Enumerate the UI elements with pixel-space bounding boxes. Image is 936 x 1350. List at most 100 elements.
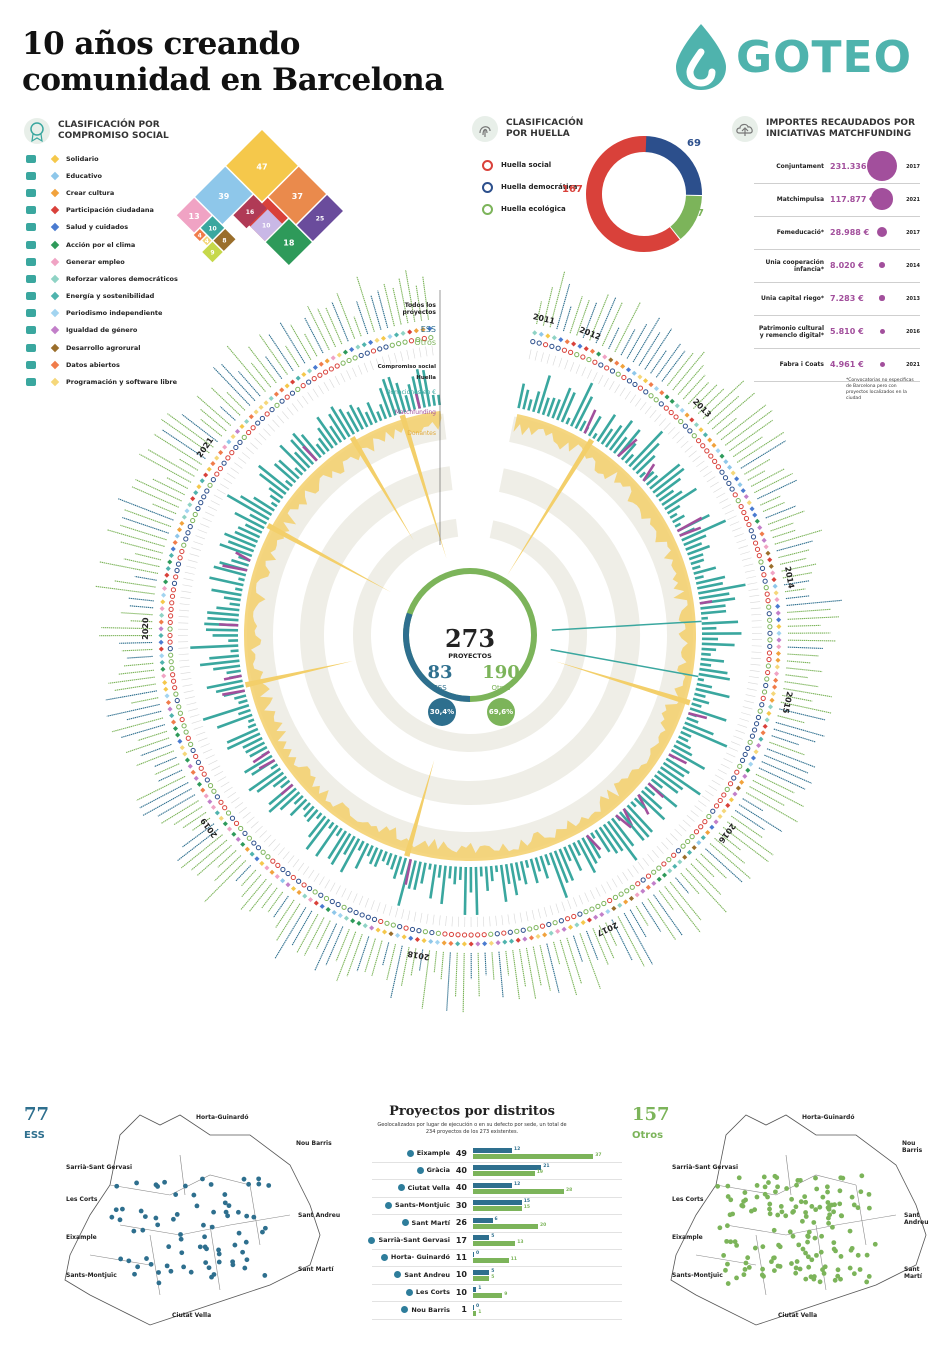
compromiso-diamond <box>164 572 170 578</box>
project-dot <box>118 1256 124 1262</box>
project-name-label <box>134 575 157 581</box>
huella-dot <box>678 418 684 425</box>
compromiso-diamond <box>558 337 564 343</box>
project-dot <box>820 1194 826 1200</box>
donation-bar <box>602 823 624 852</box>
donation-bar <box>279 444 307 473</box>
map-otros <box>670 1114 927 1326</box>
project-track <box>186 702 197 706</box>
project-track <box>749 669 760 672</box>
donation-bar <box>346 411 360 433</box>
project-dot <box>797 1266 803 1272</box>
donation-bar <box>522 389 530 410</box>
project-track <box>686 815 695 822</box>
year-label: 2014 <box>783 566 796 590</box>
project-track <box>188 708 198 712</box>
compromiso-diamond <box>218 449 224 456</box>
compromiso-diamond <box>776 630 782 636</box>
district-total: 1 <box>461 1305 467 1315</box>
huella-dot <box>561 347 568 353</box>
donation-bar <box>626 804 654 833</box>
project-name-label <box>331 301 349 342</box>
compromiso-diamond <box>214 810 220 816</box>
project-track <box>419 912 423 923</box>
huella-dot <box>377 346 383 352</box>
city-outline <box>670 1114 927 1326</box>
huella-dot <box>359 912 365 918</box>
district-label: Les Corts <box>415 1288 450 1297</box>
district-row: Sarrià-Sant Gervasi 17 5 13 <box>368 1233 622 1252</box>
compromiso-diamond <box>596 351 602 357</box>
project-track <box>719 498 729 504</box>
huella-dot <box>179 548 185 555</box>
row-divider <box>372 1179 622 1181</box>
project-name-label <box>139 453 192 483</box>
huella-dot <box>371 916 378 922</box>
huella-dot <box>318 892 324 898</box>
legend-ess: ESS <box>420 325 436 334</box>
donation-bar <box>688 553 704 561</box>
project-name-label <box>95 585 155 595</box>
project-name-label <box>134 553 162 561</box>
project-name-label <box>786 599 842 607</box>
compromiso-diamond <box>748 761 754 767</box>
donation-bar <box>700 662 712 667</box>
ess-bar <box>473 1182 512 1188</box>
donut-slice <box>643 136 702 196</box>
project-track <box>432 914 435 925</box>
compromiso-diamond <box>750 755 757 761</box>
donation-bar <box>429 864 437 899</box>
donation-bar <box>293 794 304 805</box>
importe-name: Matchimpulsa <box>776 196 824 203</box>
project-dot <box>805 1239 810 1245</box>
compromiso-diamond <box>776 623 782 630</box>
project-track <box>291 403 299 412</box>
project-track <box>307 392 314 401</box>
project-name-label <box>734 809 765 831</box>
project-dot <box>166 1244 172 1250</box>
compromiso-diamond <box>764 717 770 723</box>
project-track <box>694 805 703 812</box>
donation-bar <box>684 721 714 736</box>
project-dot <box>724 1223 730 1229</box>
donation-bar <box>253 496 275 512</box>
huella-dot <box>712 458 718 464</box>
project-dot <box>849 1194 855 1200</box>
project-dot <box>814 1186 820 1192</box>
project-track <box>587 369 592 379</box>
district-border <box>725 1214 897 1236</box>
project-track <box>292 859 300 868</box>
project-name-label <box>161 429 206 460</box>
project-track <box>241 452 251 459</box>
huella-dot <box>218 799 224 805</box>
map-ess-label: ESS <box>24 1130 45 1141</box>
project-dot <box>847 1228 853 1234</box>
compromiso-diamond <box>268 395 274 401</box>
project-track <box>549 905 554 916</box>
project-track <box>750 601 761 603</box>
donation-bar <box>484 866 490 891</box>
project-dot <box>837 1201 843 1207</box>
center-ess-count: 83 <box>427 662 453 683</box>
center-total: 273 <box>444 624 496 653</box>
category-label: Datos abiertos <box>66 360 120 369</box>
project-name-label <box>137 730 168 742</box>
donation-bar <box>700 609 727 615</box>
map-district-label: Les Corts <box>672 1196 704 1203</box>
donation-bar <box>213 565 247 577</box>
huella-dot <box>765 669 771 676</box>
project-name-label <box>346 933 363 977</box>
project-name-label <box>770 522 794 532</box>
project-name-label <box>108 676 155 684</box>
compromiso-diamond <box>312 364 318 371</box>
project-dot <box>225 1213 231 1219</box>
huella-dot <box>756 553 762 559</box>
compromiso-diamond <box>727 464 733 470</box>
project-track <box>426 913 429 924</box>
project-name-label <box>118 669 155 675</box>
district-border <box>179 1154 186 1196</box>
huella-dot <box>494 931 500 937</box>
district-row: Gràcia 40 21 19 <box>372 1163 622 1182</box>
donation-bar <box>581 837 598 864</box>
project-track <box>395 907 399 918</box>
